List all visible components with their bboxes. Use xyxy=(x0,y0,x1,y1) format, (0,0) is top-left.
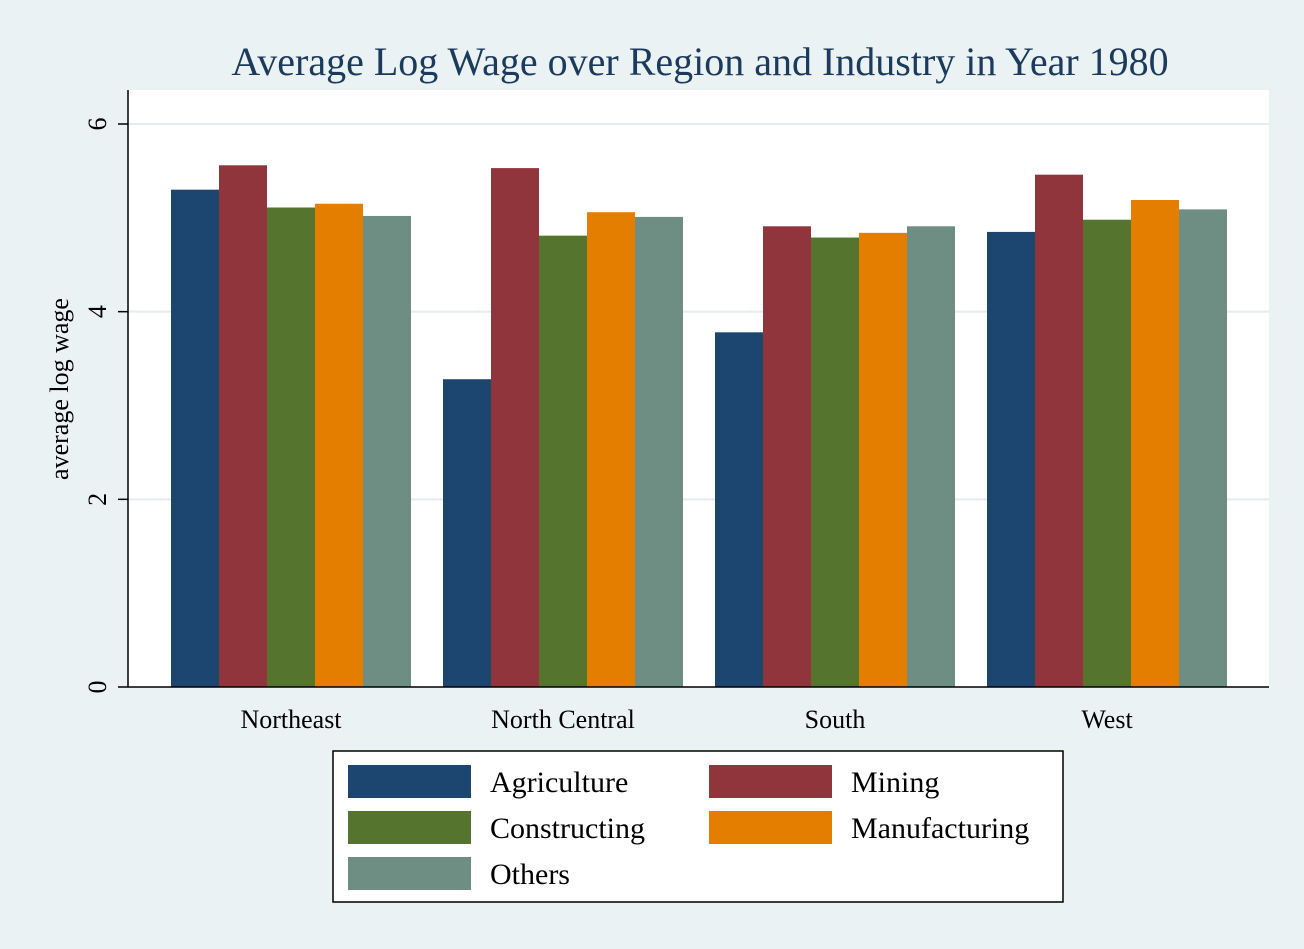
bar-constructing-north-central xyxy=(539,235,587,687)
bar-mining-northeast xyxy=(219,165,267,687)
bar-manufacturing-west xyxy=(1131,200,1179,687)
legend-label-manufacturing: Manufacturing xyxy=(851,812,1029,845)
bar-constructing-west xyxy=(1083,219,1131,687)
x-tick-label: West xyxy=(1081,705,1133,734)
bar-others-south xyxy=(907,226,955,688)
y-tick-label: 2 xyxy=(83,493,112,506)
x-tick-label: Northeast xyxy=(240,705,342,734)
bar-mining-west xyxy=(1035,174,1083,688)
bar-others-north-central xyxy=(635,216,683,687)
bar-mining-north-central xyxy=(491,168,539,687)
y-tick-label: 4 xyxy=(83,305,112,318)
bar-others-west xyxy=(1179,209,1227,687)
x-tick-label: South xyxy=(805,705,866,734)
bar-manufacturing-northeast xyxy=(315,203,363,687)
legend-swatch-mining xyxy=(709,765,832,798)
bar-others-northeast xyxy=(363,215,411,687)
bars xyxy=(171,165,1227,688)
bar-constructing-northeast xyxy=(267,207,315,688)
legend-label-mining: Mining xyxy=(851,766,939,799)
bar-manufacturing-south xyxy=(859,232,907,687)
legend-swatch-manufacturing xyxy=(709,811,832,844)
bar-agriculture-west xyxy=(987,231,1035,688)
legend-swatch-constructing xyxy=(348,811,471,844)
chart-title: Average Log Wage over Region and Industr… xyxy=(231,39,1168,84)
y-tick-label: 6 xyxy=(83,118,112,131)
bar-agriculture-northeast xyxy=(171,189,219,687)
axes: 0 2 4 6 Northeast North Central South West xyxy=(83,90,1269,734)
y-tick-label: 0 xyxy=(83,681,112,694)
bar-agriculture-north-central xyxy=(443,379,491,687)
legend-label-constructing: Constructing xyxy=(490,812,645,845)
legend-swatch-agriculture xyxy=(348,765,471,798)
bar-constructing-south xyxy=(811,237,859,687)
legend-label-agriculture: Agriculture xyxy=(490,766,628,799)
y-axis-label: average log wage xyxy=(45,298,74,480)
legend: Agriculture Mining Constructing Manufacturi… xyxy=(332,750,1064,903)
bar-manufacturing-north-central xyxy=(587,212,635,687)
legend-swatch-others xyxy=(348,857,471,890)
bar-mining-south xyxy=(763,226,811,688)
bar-agriculture-south xyxy=(715,332,763,687)
x-tick-label: North Central xyxy=(491,705,635,734)
legend-label-others: Others xyxy=(490,858,570,891)
